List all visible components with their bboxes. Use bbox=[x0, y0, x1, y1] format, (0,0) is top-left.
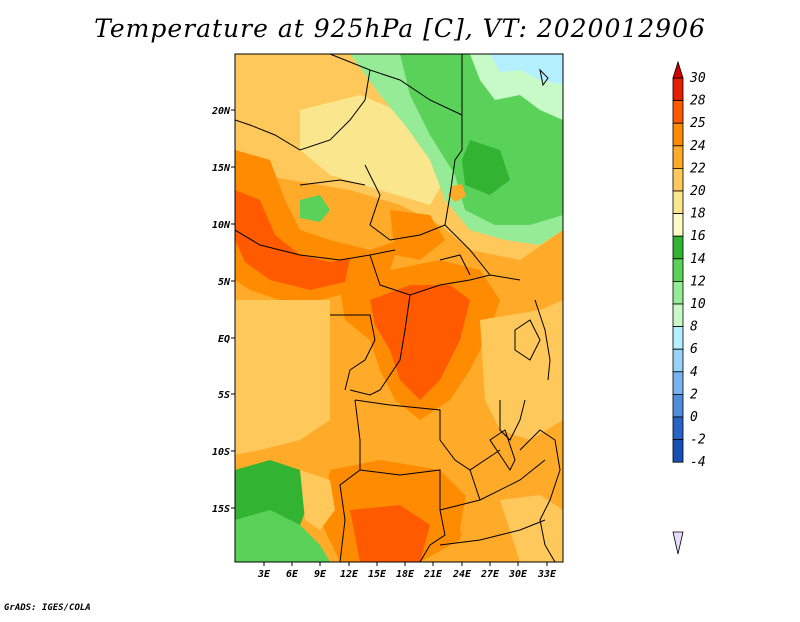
colorbar-cell bbox=[672, 348, 684, 373]
colorbar-cell bbox=[672, 439, 684, 463]
colorbar-label: 6 bbox=[690, 342, 698, 357]
colorbar-label: -2 bbox=[690, 433, 706, 448]
colorbar-label: 30 bbox=[689, 71, 706, 86]
lon-label: 18E bbox=[396, 569, 415, 580]
lat-label: 10N bbox=[212, 220, 231, 231]
colorbar-cell bbox=[672, 145, 684, 169]
lon-label: 6E bbox=[286, 569, 299, 580]
country-borders bbox=[235, 54, 561, 562]
colorbar-label: 0 bbox=[690, 410, 698, 425]
colorbar-label: 22 bbox=[690, 161, 706, 176]
temperature-field bbox=[235, 54, 563, 562]
lat-label: 15N bbox=[212, 163, 231, 174]
colorbar-cell bbox=[672, 393, 684, 418]
colorbar-cell bbox=[672, 235, 684, 260]
lon-label: 3E bbox=[257, 569, 271, 580]
colorbar-label: 28 bbox=[690, 94, 706, 109]
colorbar-cell bbox=[672, 416, 684, 441]
colorbar-label: 10 bbox=[690, 297, 706, 312]
colorbar-label: 12 bbox=[690, 274, 706, 289]
lat-label: 20N bbox=[211, 106, 231, 117]
latitude-axis: 20N 15N 10N 5N EQ 5S 10S 15S bbox=[211, 106, 235, 515]
colorbar-label: 16 bbox=[690, 229, 706, 244]
colorbar-cell bbox=[672, 326, 684, 350]
map-title: Temperature at 925hPa [C], VT: 202001290… bbox=[94, 14, 706, 43]
colorbar-cell bbox=[672, 303, 684, 328]
colorbar-label: 20 bbox=[690, 184, 706, 199]
colorbar-label: 24 bbox=[690, 139, 706, 154]
lat-label: 5S bbox=[218, 390, 230, 401]
lon-label: 21E bbox=[423, 569, 443, 580]
colorbar-label: 8 bbox=[690, 320, 698, 335]
lon-label: 33E bbox=[537, 569, 557, 580]
lon-label: 24E bbox=[452, 569, 472, 580]
colorbar-label: 2 bbox=[690, 387, 698, 402]
colorbar-cell bbox=[672, 77, 684, 102]
longitude-axis: 3E 6E 9E 12E 15E 18E 21E 24E 27E 30E 33E bbox=[257, 562, 557, 580]
lat-label: 15S bbox=[212, 504, 230, 515]
lon-label: 15E bbox=[368, 569, 387, 580]
lon-label: 30E bbox=[508, 569, 528, 580]
colorbar-label: 25 bbox=[690, 116, 706, 131]
colorbar-label: 4 bbox=[690, 365, 698, 380]
colorbar-cell bbox=[672, 100, 684, 124]
colorbar-label: 18 bbox=[690, 207, 706, 222]
lon-label: 9E bbox=[314, 569, 327, 580]
colorbar-cell bbox=[672, 122, 684, 147]
credit-text: GrADS: IGES/COLA bbox=[4, 603, 91, 613]
colorbar-top-arrow bbox=[672, 60, 684, 79]
colorbar-label: -4 bbox=[690, 455, 706, 470]
lat-label: EQ bbox=[218, 334, 230, 345]
colorbar-cell bbox=[672, 371, 684, 395]
colorbar-cell bbox=[672, 213, 684, 237]
colorbar-cell bbox=[672, 167, 684, 192]
colorbar-cell bbox=[672, 258, 684, 282]
lat-label: 5N bbox=[218, 277, 231, 288]
lon-label: 27E bbox=[480, 569, 500, 580]
colorbar-label: 14 bbox=[690, 252, 706, 267]
lon-label: 12E bbox=[340, 569, 359, 580]
lat-label: 10S bbox=[212, 447, 230, 458]
colorbar-cell bbox=[672, 280, 684, 305]
colorbar-cell bbox=[672, 190, 684, 215]
map-frame bbox=[234, 53, 564, 563]
colorbar-bottom-arrow bbox=[672, 531, 684, 555]
